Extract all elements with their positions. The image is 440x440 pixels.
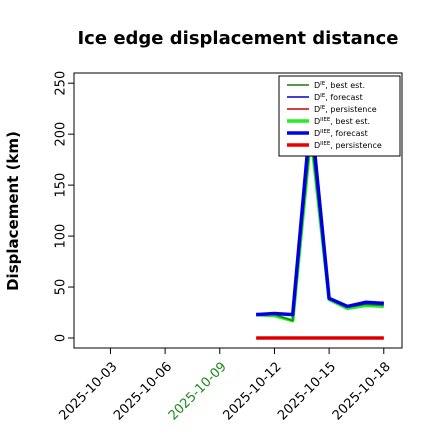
y-tick-label: 150 [54, 173, 69, 198]
y-tick-label: 100 [54, 224, 69, 249]
series-line [256, 113, 384, 316]
y-axis-label: Displacement (km) [4, 131, 22, 291]
legend-entry: DIE, forecast [314, 93, 363, 102]
series-line [256, 132, 384, 323]
y-axis: 0 50 100 150 200 250 [54, 71, 74, 342]
y-tick-label: 50 [54, 279, 69, 296]
chart-title: Ice edge displacement distance [77, 28, 398, 49]
legend-entry: DIE, best est. [314, 81, 365, 90]
series-layer [256, 112, 384, 340]
y-tick-label: 200 [54, 122, 69, 147]
legend-entry: DIIEE, best est. [314, 117, 370, 126]
y-tick-label: 0 [54, 334, 69, 342]
plot-frame [73, 72, 403, 349]
legend-entry: DIE, persistence [314, 105, 377, 114]
legend-entry: DIIEE, forecast [314, 129, 368, 138]
y-tick-label: 250 [54, 71, 69, 96]
x-tick-label: 2025-10-18 [330, 359, 394, 423]
legend-box [278, 75, 401, 157]
x-axis: 2025-10-032025-10-062025-10-092025-10-12… [56, 348, 394, 423]
legend-entry: DIIEE, persistence [314, 141, 382, 150]
legend: DIE, best est. DIE, forecast DIE, persiste… [278, 75, 401, 157]
